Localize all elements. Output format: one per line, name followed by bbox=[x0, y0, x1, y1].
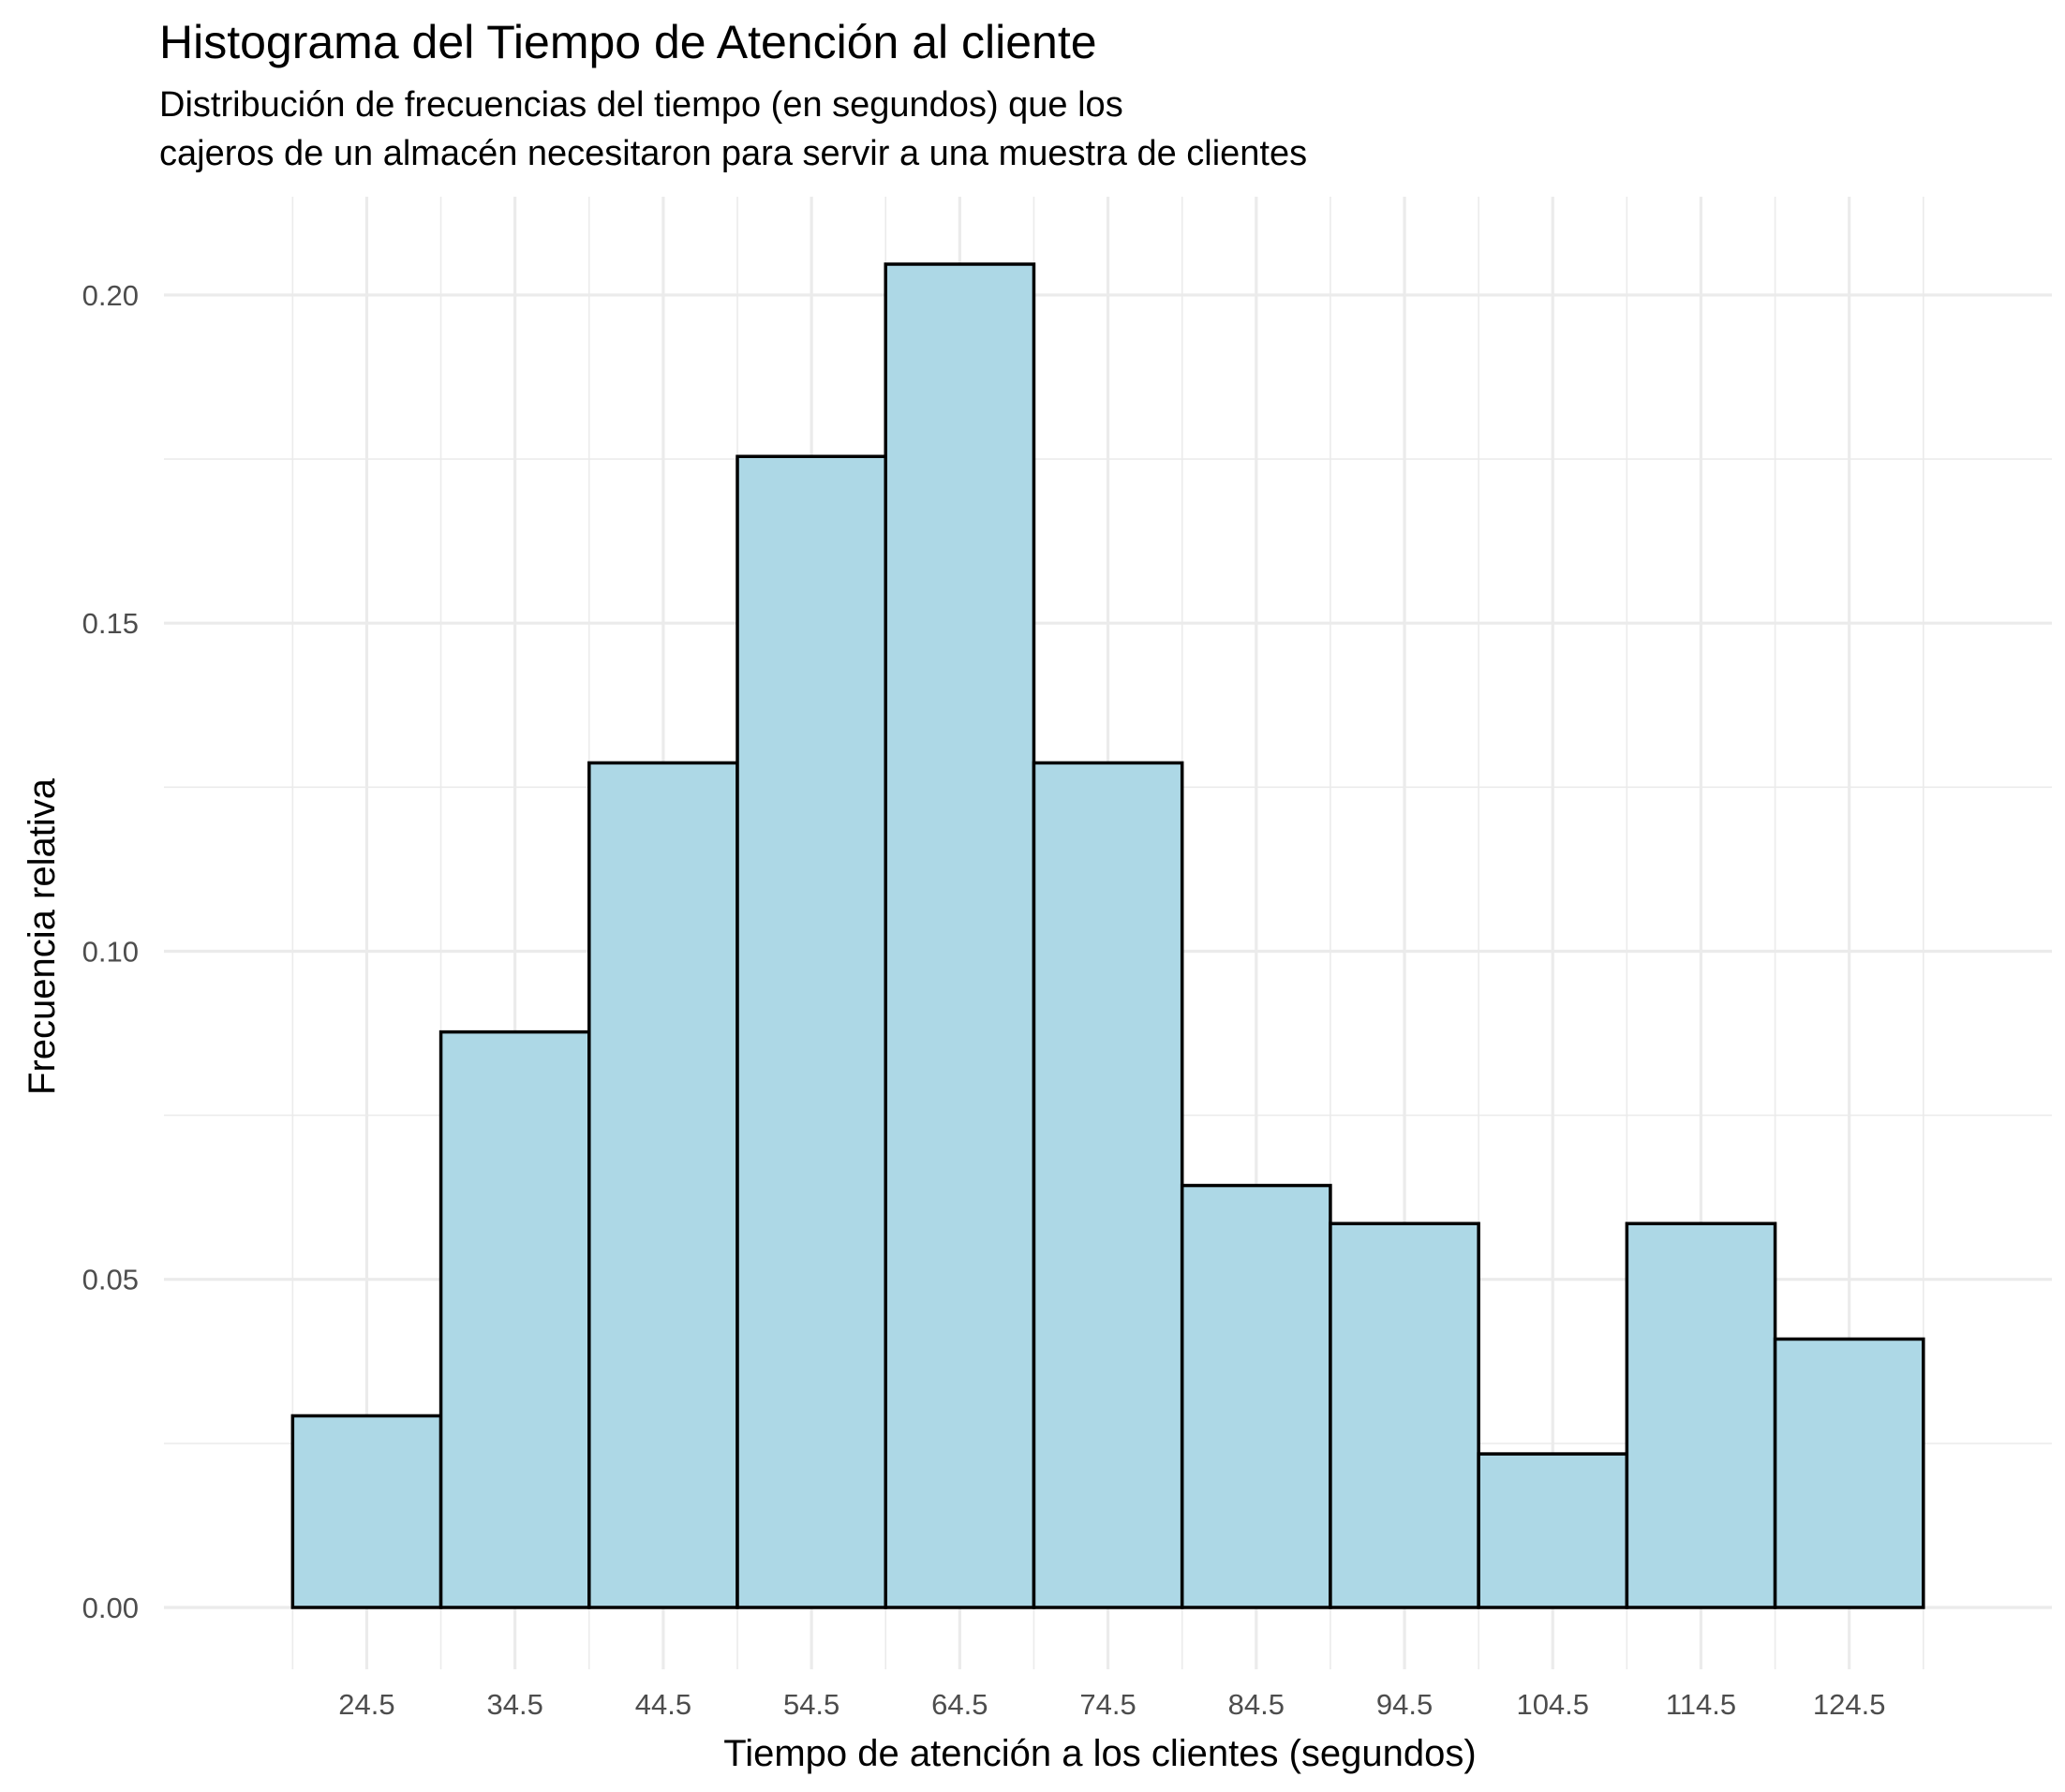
histogram-bar bbox=[1032, 761, 1184, 1609]
y-tick-label: 0.15 bbox=[82, 607, 139, 640]
bars-layer bbox=[290, 262, 1925, 1609]
x-tick-label: 54.5 bbox=[783, 1688, 839, 1721]
x-tick-label: 84.5 bbox=[1228, 1688, 1285, 1721]
x-tick-label: 24.5 bbox=[338, 1688, 394, 1721]
x-axis-ticks: 24.5 34.5 44.5 54.5 64.5 74.5 84.5 94.5 104.5 114… bbox=[338, 1688, 1885, 1721]
chart-subtitle-line-1: Distribución de frecuencias del tiempo (… bbox=[159, 85, 1123, 125]
chart-subtitle-line-2: cajeros de un almacén necesitaron para s… bbox=[159, 134, 1307, 173]
x-tick-label: 104.5 bbox=[1516, 1688, 1589, 1721]
histogram-bar bbox=[735, 454, 887, 1609]
y-tick-label: 0.00 bbox=[82, 1592, 139, 1624]
x-axis-title: Tiempo de atención a los clientes (segun… bbox=[723, 1733, 1476, 1774]
histogram-bar bbox=[1773, 1337, 1925, 1609]
x-tick-label: 94.5 bbox=[1376, 1688, 1433, 1721]
y-tick-label: 0.20 bbox=[82, 279, 139, 312]
histogram-bar bbox=[1329, 1222, 1480, 1609]
x-tick-label: 64.5 bbox=[931, 1688, 988, 1721]
histogram-bar bbox=[1477, 1452, 1629, 1609]
histogram-bar bbox=[884, 262, 1036, 1609]
histogram-bar bbox=[1180, 1183, 1332, 1609]
x-tick-label: 114.5 bbox=[1666, 1688, 1736, 1721]
histogram-bar bbox=[438, 1029, 591, 1609]
y-tick-label: 0.05 bbox=[82, 1264, 139, 1296]
x-tick-label: 124.5 bbox=[1813, 1688, 1886, 1721]
y-axis-ticks: 0.00 0.05 0.10 0.15 0.20 bbox=[82, 279, 139, 1624]
x-tick-label: 44.5 bbox=[635, 1688, 691, 1721]
chart-title: Histograma del Tiempo de Atención al cli… bbox=[159, 16, 1097, 68]
histogram-bar bbox=[587, 761, 739, 1609]
x-tick-label: 74.5 bbox=[1079, 1688, 1136, 1721]
histogram-bar bbox=[1625, 1222, 1777, 1609]
x-tick-label: 34.5 bbox=[487, 1688, 543, 1721]
histogram-bar bbox=[290, 1414, 443, 1609]
y-tick-label: 0.10 bbox=[82, 935, 139, 968]
y-axis-title: Frecuencia relativa bbox=[22, 778, 63, 1095]
